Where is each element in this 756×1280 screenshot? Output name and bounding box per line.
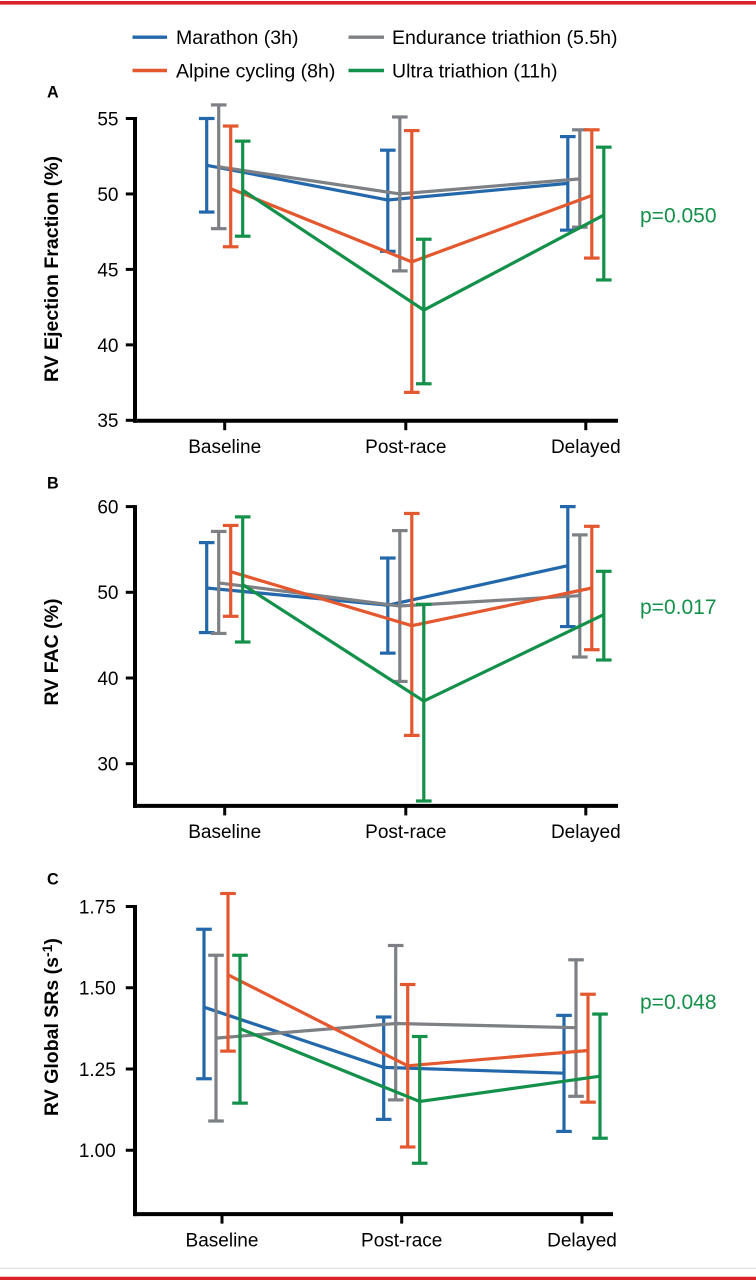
- svg-text:Marathon (3h): Marathon (3h): [176, 27, 298, 49]
- svg-text:Endurance triathion (5.5h): Endurance triathion (5.5h): [392, 27, 617, 49]
- svg-text:Baseline: Baseline: [188, 822, 261, 843]
- svg-text:Delayed: Delayed: [551, 437, 621, 458]
- svg-text:50: 50: [97, 185, 118, 206]
- svg-text:1.75: 1.75: [79, 897, 116, 918]
- svg-text:30: 30: [97, 755, 118, 776]
- svg-text:50: 50: [97, 583, 118, 604]
- svg-text:Ultra triathion (11h): Ultra triathion (11h): [392, 61, 557, 83]
- svg-text:60: 60: [97, 498, 118, 519]
- svg-text:Post-race: Post-race: [365, 437, 446, 458]
- svg-text:RV Global SRs (s-1): RV Global SRs (s-1): [39, 938, 63, 1116]
- svg-text:C: C: [47, 871, 59, 889]
- svg-text:p=0.050: p=0.050: [640, 205, 717, 228]
- svg-text:Baseline: Baseline: [186, 1230, 259, 1251]
- svg-text:RV Ejection Fraction (%): RV Ejection Fraction (%): [41, 156, 63, 382]
- svg-text:1.00: 1.00: [79, 1141, 116, 1162]
- svg-text:Baseline: Baseline: [188, 437, 261, 458]
- svg-text:45: 45: [97, 260, 118, 281]
- svg-text:Alpine cycling (8h): Alpine cycling (8h): [176, 61, 335, 83]
- svg-text:p=0.048: p=0.048: [640, 991, 717, 1014]
- svg-text:1.50: 1.50: [79, 979, 116, 1000]
- svg-text:40: 40: [97, 669, 118, 690]
- svg-text:B: B: [47, 475, 59, 493]
- svg-text:55: 55: [97, 109, 118, 130]
- svg-text:RV FAC (%): RV FAC (%): [41, 599, 63, 706]
- svg-text:p=0.017: p=0.017: [640, 596, 717, 619]
- svg-text:Delayed: Delayed: [551, 822, 621, 843]
- svg-text:Post-race: Post-race: [365, 822, 446, 843]
- svg-text:A: A: [47, 83, 59, 101]
- svg-text:35: 35: [97, 411, 118, 432]
- svg-text:Delayed: Delayed: [547, 1230, 617, 1251]
- svg-text:1.25: 1.25: [79, 1060, 116, 1081]
- svg-text:Post-race: Post-race: [361, 1230, 442, 1251]
- svg-text:40: 40: [97, 336, 118, 357]
